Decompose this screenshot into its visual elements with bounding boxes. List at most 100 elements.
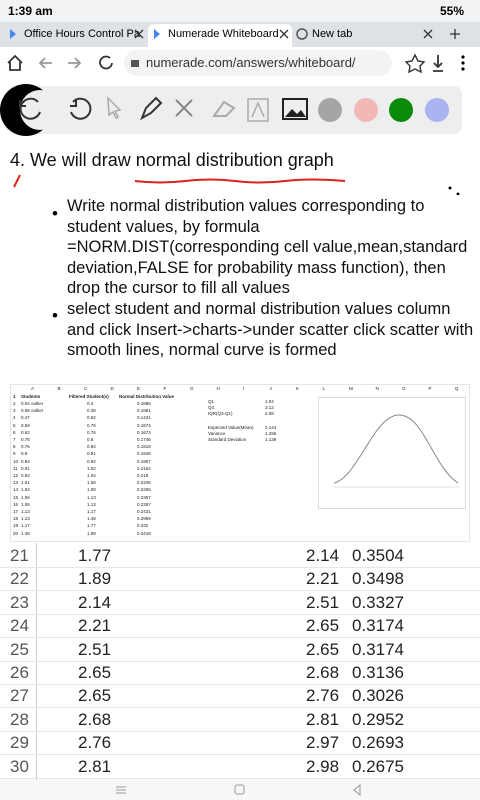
row-line xyxy=(0,707,480,709)
row-number: 29 xyxy=(10,733,29,753)
cell: 1.06 xyxy=(87,480,96,486)
stat-label: Variance xyxy=(208,431,226,436)
cell: 2.97 xyxy=(306,733,340,753)
column-letter: A xyxy=(31,386,35,391)
cell: 10 xyxy=(13,458,19,464)
cell: 0.91 xyxy=(21,465,30,471)
cell: 2.81 xyxy=(78,756,112,776)
cell: 1.77 xyxy=(87,523,96,529)
tab-title[interactable]: Numerade Whiteboard xyxy=(168,28,279,40)
tab-title[interactable]: Office Hours Control Pa xyxy=(24,28,140,40)
sheet-table: 21 1.77 2.14 0.3504 22 1.89 2.21 0.3498 23 2.14 2.… xyxy=(0,543,480,780)
column-letter: O xyxy=(402,386,406,391)
stat-value: 1.04 xyxy=(265,399,274,404)
cell: 3 xyxy=(13,408,16,414)
bullet-text: Write normal distribution values corresp… xyxy=(67,197,468,297)
cell: 2.65 xyxy=(306,616,340,636)
cell: 0.1967 xyxy=(137,458,151,464)
cell: 0.1818 xyxy=(137,444,151,450)
embedded-chart xyxy=(318,397,466,509)
cell: 0.332 xyxy=(137,523,149,529)
url[interactable]: numerade.com/answers/whiteboard/ xyxy=(146,55,356,70)
cell: 0.2154 xyxy=(137,465,151,471)
cell: 0.8 xyxy=(21,451,28,457)
stat-label: Standard Deviation xyxy=(208,437,247,442)
cell: 1.06 xyxy=(21,501,30,507)
cell: 5 xyxy=(13,422,16,428)
cell: 1.08 xyxy=(87,487,96,493)
row-line xyxy=(0,684,480,685)
cell: 0.04 outlier xyxy=(21,401,44,406)
cell: 2.14 xyxy=(78,592,112,612)
row-number: 21 xyxy=(10,546,29,565)
stat-value: 2.08 xyxy=(265,411,274,416)
cell: 1.04 xyxy=(87,473,96,478)
row-line xyxy=(0,613,480,615)
cell: 2.65 xyxy=(306,639,340,659)
cell: 19 xyxy=(13,523,19,529)
cell: 1.17 xyxy=(87,509,96,514)
stat-label: IQR(Q3-Q1) xyxy=(208,411,233,416)
tab-icons xyxy=(10,28,460,40)
cell: 0.3026 xyxy=(352,686,404,706)
cell: 0.62 xyxy=(87,415,96,421)
cell: 0.3174 xyxy=(352,616,404,636)
cell: 0.2959 xyxy=(137,516,151,522)
cell: 0.1885 xyxy=(137,401,151,406)
bullet-text: select student and normal distribution v… xyxy=(67,300,474,359)
row-line xyxy=(0,660,480,662)
tab-title[interactable]: New tab xyxy=(312,28,353,40)
toolbar-icons[interactable] xyxy=(0,47,480,79)
row-number: 28 xyxy=(10,709,29,729)
stat-label: Q1 xyxy=(208,399,215,404)
heading: 4. We will draw normal distribution grap… xyxy=(10,150,334,170)
stat-value: 2.144 xyxy=(265,425,277,430)
column-letter: G xyxy=(190,386,194,391)
cell: 0.38 xyxy=(87,408,96,414)
cell: 2 xyxy=(13,401,16,406)
row-number: 27 xyxy=(10,686,29,706)
whiteboard-toolbar[interactable] xyxy=(0,80,480,140)
stat-label: Expected Value(Mean) xyxy=(208,425,254,430)
cell: 0.3504 xyxy=(352,546,404,565)
cell: 0.2265 xyxy=(137,487,151,493)
status-bar xyxy=(0,0,480,22)
stat-label: Q3 xyxy=(208,405,215,410)
header-cell: Normal Distribution Value xyxy=(119,394,175,399)
cell: 0.8 xyxy=(87,437,94,442)
column-letter: L xyxy=(322,386,326,391)
row-line xyxy=(0,567,480,568)
cell: 1.02 xyxy=(87,465,96,471)
column-letter: N xyxy=(375,386,379,391)
cell: 1.01 xyxy=(21,480,30,486)
cell: 0.92 xyxy=(21,473,30,478)
column-letter: M xyxy=(349,386,353,391)
column-letter: D xyxy=(110,386,114,391)
cell: 0.2675 xyxy=(352,756,404,776)
cell: 2.21 xyxy=(78,616,112,636)
row-line xyxy=(0,730,480,732)
active-tab[interactable] xyxy=(148,24,292,47)
cell: 0.76 xyxy=(21,444,30,450)
cell: 1.13 xyxy=(21,516,30,522)
cell: 0.76 xyxy=(87,422,96,428)
nav-icons[interactable] xyxy=(0,780,480,800)
row-number: 22 xyxy=(10,569,29,589)
cell: 2.98 xyxy=(306,756,340,776)
cell: 2.21 xyxy=(306,569,340,589)
cell: 0.76 xyxy=(21,437,30,442)
column-letter: E xyxy=(137,386,141,391)
cell: 1.04 xyxy=(21,487,30,493)
stat-value: 1.296 xyxy=(265,431,277,436)
cell: 0.91 xyxy=(87,451,96,457)
annotations xyxy=(13,174,460,195)
cell: 14 xyxy=(13,487,19,493)
cell: 0.62 xyxy=(21,429,30,435)
cell: 2.81 xyxy=(306,709,340,729)
cell: 0.92 xyxy=(87,458,96,464)
cell: 15 xyxy=(13,494,19,500)
cell: 0.08 outlier xyxy=(21,408,44,414)
row-number: 30 xyxy=(10,756,29,776)
cell: 0.2357 xyxy=(137,501,151,507)
